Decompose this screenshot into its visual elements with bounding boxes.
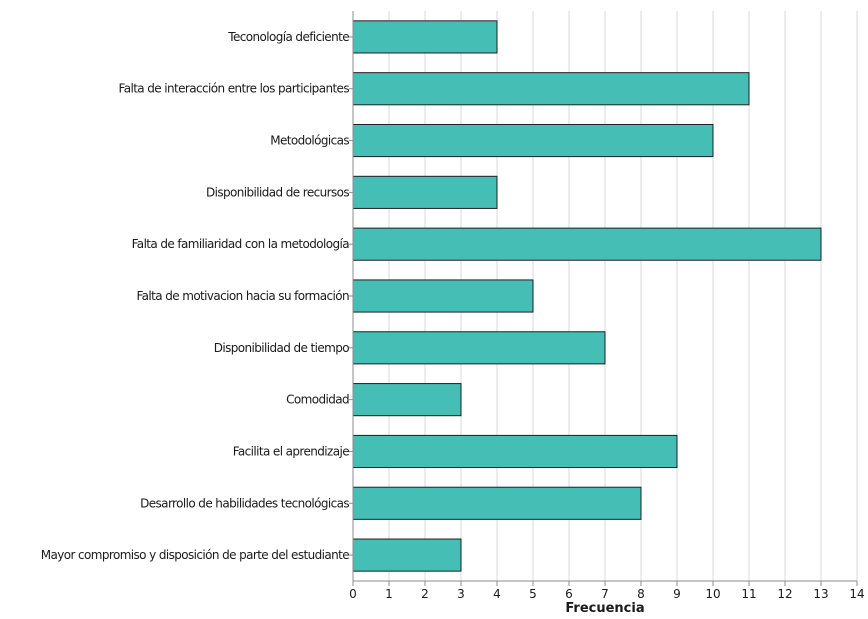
category-label: Falta de familiaridad con la metodología [132, 237, 350, 251]
bar [352, 227, 822, 261]
category-label: Comodidad [286, 393, 349, 407]
category-label: Teconología deficiente [227, 30, 349, 44]
x-tick-label: 5 [529, 587, 537, 601]
x-tick-label: 14 [849, 587, 864, 601]
x-tick-label: 10 [705, 587, 720, 601]
category-label: Disponibilidad de tiempo [214, 341, 349, 355]
category-labels: Teconología deficiente Falta de interacci… [41, 30, 350, 562]
x-tick-label: 3 [457, 587, 465, 601]
x-tick-label: 7 [601, 587, 609, 601]
x-tick-labels: 0 1 2 3 4 5 6 7 8 9 10 11 12 13 14 [349, 587, 864, 601]
bar [352, 123, 714, 158]
x-tick-label: 11 [741, 587, 756, 601]
x-tick-label: 6 [565, 587, 573, 601]
x-tick-label: 1 [385, 587, 393, 601]
x-axis-title: Frecuencia [565, 601, 644, 615]
bars [352, 20, 822, 572]
bar [352, 175, 498, 209]
category-label: Facilita el aprendizaje [233, 444, 350, 458]
bar [352, 72, 750, 106]
x-tick-label: 12 [777, 587, 792, 601]
x-tick-label: 0 [349, 587, 357, 601]
bar [352, 383, 462, 417]
axes [349, 11, 858, 586]
category-label: Disponibilidad de recursos [206, 185, 349, 199]
x-tick-label: 4 [493, 587, 501, 601]
category-label: Falta de interacción entre los participa… [119, 82, 350, 96]
bar [352, 538, 462, 572]
category-label: Desarrollo de habilidades tecnológicas [140, 496, 349, 510]
bar [352, 20, 498, 54]
x-tick-label: 8 [637, 587, 645, 601]
category-label: Metodológicas [270, 134, 349, 148]
category-label: Falta de motivacion hacia su formación [136, 289, 349, 303]
x-tick-label: 13 [813, 587, 828, 601]
bar [352, 486, 642, 520]
x-tick-label: 2 [421, 587, 429, 601]
category-label: Mayor compromiso y disposición de parte … [41, 548, 349, 562]
bar [352, 434, 678, 469]
bar [352, 331, 606, 365]
x-tick-label: 9 [673, 587, 681, 601]
bar [352, 279, 534, 313]
